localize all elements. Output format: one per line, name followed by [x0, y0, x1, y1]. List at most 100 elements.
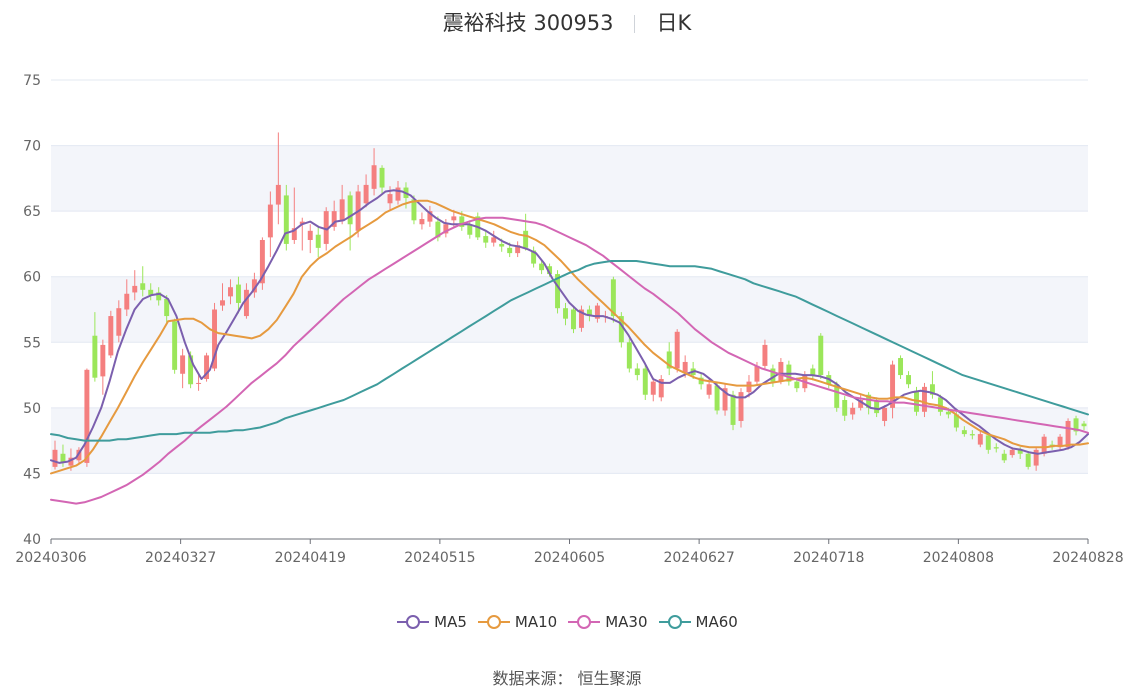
- candle: [890, 360, 896, 419]
- legend-label: MA5: [434, 612, 467, 631]
- candle: [84, 368, 90, 467]
- candle: [1033, 447, 1039, 471]
- candle-body: [834, 384, 840, 408]
- legend-item-ma60[interactable]: MA60: [658, 613, 738, 631]
- candle-body: [243, 289, 249, 317]
- candlestick-chart: 40 45 50 55 60 65 70 75 20240306 20240327 20240419…: [15, 73, 1123, 566]
- candle-body: [547, 266, 553, 275]
- legend-item-ma30[interactable]: MA30: [567, 612, 648, 631]
- candle: [283, 184, 289, 251]
- x-tick-label: 20240327: [145, 550, 216, 566]
- candle-body: [283, 195, 289, 244]
- candle: [738, 388, 744, 428]
- candle-body: [961, 430, 967, 435]
- candle: [985, 432, 991, 454]
- y-tick-label: 40: [23, 532, 41, 548]
- x-tick-label: 20240718: [793, 550, 864, 566]
- candle: [267, 191, 273, 258]
- candle-body: [411, 199, 417, 221]
- candle: [969, 430, 975, 440]
- candle-body: [443, 224, 449, 234]
- candle-body: [180, 355, 186, 374]
- candle: [730, 390, 736, 431]
- data-source: 数据来源： 恒生聚源: [492, 669, 642, 688]
- candle-body: [379, 167, 385, 188]
- legend-label: MA30: [605, 612, 648, 631]
- candle: [307, 224, 313, 254]
- ma-line-ma5: [50, 189, 1089, 464]
- stock-name-code: 震裕科技 300953: [442, 11, 614, 35]
- candle: [993, 443, 999, 453]
- candle-body: [435, 221, 441, 238]
- legend-label: MA60: [695, 612, 738, 631]
- candle-body: [140, 283, 146, 290]
- candle: [363, 174, 369, 208]
- candle: [563, 302, 568, 326]
- candle-body: [762, 344, 768, 366]
- candle-body: [1009, 449, 1015, 456]
- grid-band: [51, 276, 1088, 343]
- candle: [714, 381, 720, 415]
- candle: [634, 363, 640, 381]
- candle: [220, 283, 225, 311]
- candle: [371, 148, 377, 196]
- candle-body: [977, 434, 983, 445]
- candle-body: [259, 239, 265, 284]
- candle: [818, 333, 824, 380]
- chart-title: 震裕科技 300953 日K: [0, 6, 1134, 40]
- candle: [228, 279, 233, 305]
- candle: [850, 402, 856, 420]
- candle: [108, 310, 114, 359]
- candle-body: [92, 335, 98, 378]
- candle-body: [100, 344, 106, 377]
- period-label: 日K: [656, 11, 692, 35]
- candle-body: [698, 377, 704, 385]
- candle-body: [483, 236, 489, 243]
- candle: [164, 295, 170, 323]
- candle-body: [427, 211, 433, 222]
- candle: [1081, 420, 1087, 431]
- candle: [251, 272, 257, 298]
- candle: [698, 373, 704, 390]
- candle: [882, 405, 888, 427]
- candle-body: [220, 300, 225, 306]
- x-tick-label: 20240419: [275, 550, 346, 566]
- candle-body: [196, 382, 202, 384]
- legend-marker-icon: [397, 615, 430, 629]
- candle-body: [507, 247, 513, 254]
- candle-body: [738, 392, 744, 421]
- candle-body: [116, 308, 122, 336]
- candle: [124, 279, 130, 317]
- candle-body: [842, 399, 848, 416]
- candle-body: [371, 165, 377, 189]
- candle-body: [299, 221, 305, 225]
- candle-body: [866, 394, 872, 408]
- candle-body: [172, 321, 178, 370]
- candle-body: [148, 289, 154, 296]
- legend-marker-icon: [658, 615, 691, 629]
- y-tick-label: 55: [23, 335, 41, 351]
- candle-body: [945, 411, 951, 415]
- candle: [610, 276, 616, 323]
- candle-body: [730, 394, 736, 425]
- candle: [347, 191, 353, 251]
- legend-item-ma10[interactable]: MA10: [477, 613, 557, 631]
- candle-body: [1017, 449, 1023, 454]
- candle-body: [682, 361, 688, 373]
- candle-body: [563, 308, 568, 319]
- x-tick-label: 20240627: [663, 550, 734, 566]
- candle-body: [307, 230, 313, 240]
- candle: [339, 184, 345, 225]
- candle: [180, 348, 186, 389]
- ma-line-ma60: [50, 260, 1089, 442]
- candle-body: [906, 375, 911, 385]
- candle-body: [1057, 436, 1063, 448]
- candle: [243, 283, 249, 319]
- candle-body: [523, 230, 529, 248]
- candle: [204, 352, 210, 382]
- candle-body: [188, 355, 194, 385]
- candle: [571, 305, 576, 334]
- legend-item-ma5[interactable]: MA5: [396, 613, 467, 631]
- candle: [1073, 415, 1079, 436]
- candle-body: [706, 384, 712, 395]
